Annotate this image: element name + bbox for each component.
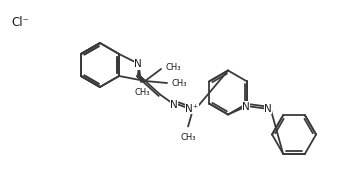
Text: N: N xyxy=(170,99,178,109)
Text: Cl⁻: Cl⁻ xyxy=(11,15,29,29)
Text: N: N xyxy=(242,101,250,112)
Text: CH₃: CH₃ xyxy=(165,63,180,72)
Text: CH₃: CH₃ xyxy=(171,79,187,88)
Text: N: N xyxy=(134,59,142,69)
Text: N⁺: N⁺ xyxy=(186,104,199,114)
Text: CH₃: CH₃ xyxy=(134,88,150,97)
Text: CH₃: CH₃ xyxy=(180,132,196,141)
Text: N: N xyxy=(264,104,272,114)
